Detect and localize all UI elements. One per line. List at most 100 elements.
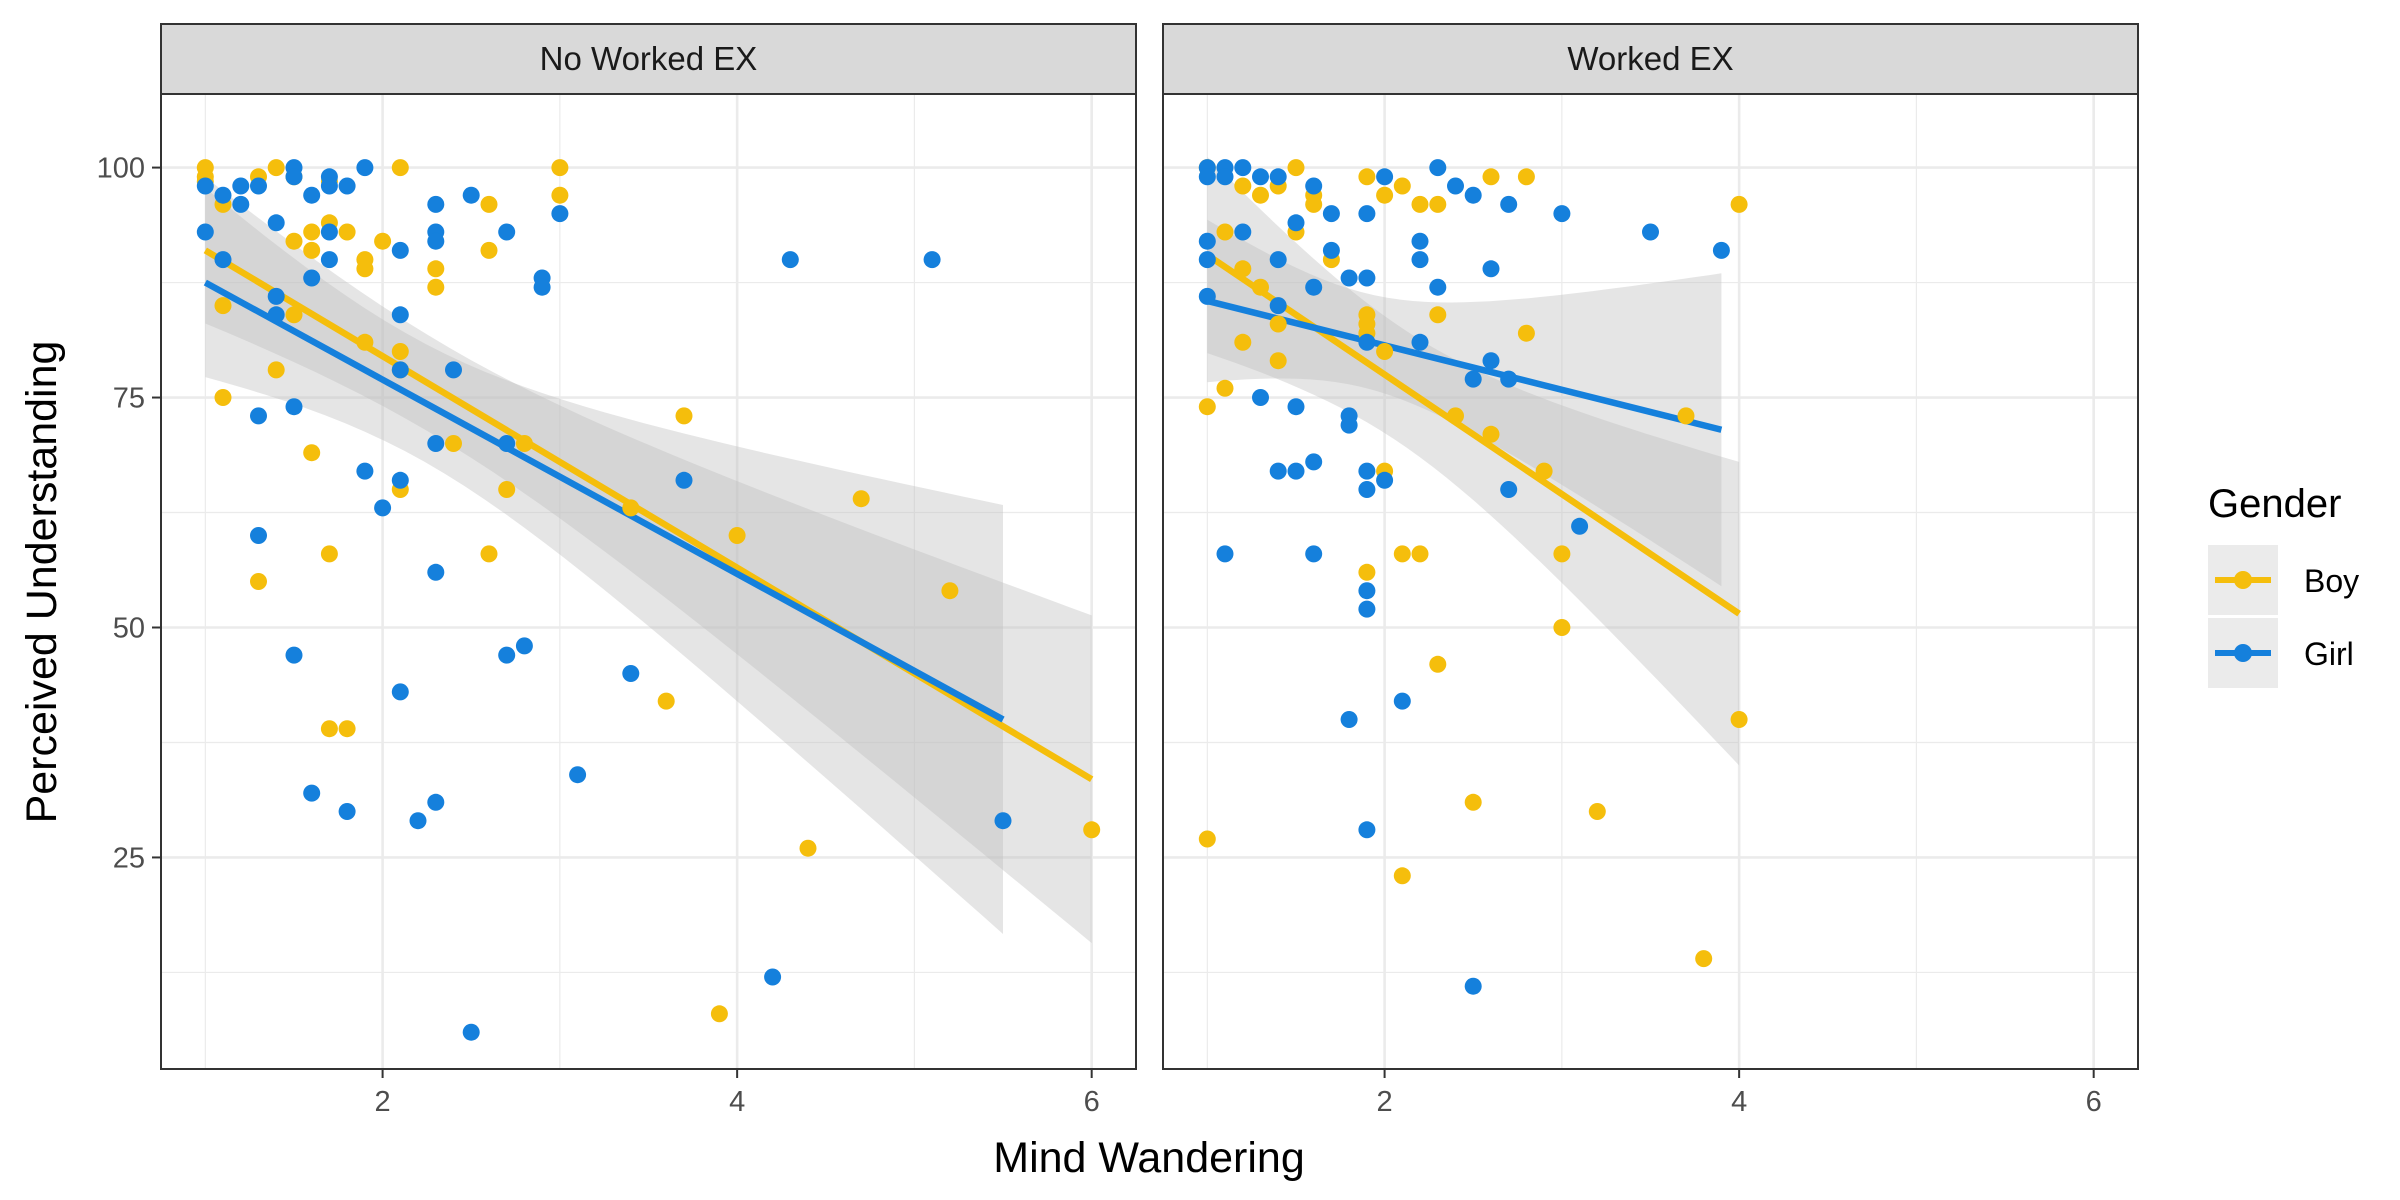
data-point-girl (1712, 241, 1730, 259)
data-point-girl (232, 177, 250, 195)
data-point-boy (1464, 793, 1482, 811)
data-point-girl (427, 563, 445, 581)
data-point-girl (267, 287, 285, 305)
data-point-girl (391, 683, 409, 701)
data-point-girl (498, 435, 516, 452)
data-point-girl (320, 223, 338, 241)
data-point-girl (391, 306, 409, 324)
data-points (196, 159, 1101, 1041)
data-point-girl (1482, 260, 1500, 278)
data-point-girl (1447, 177, 1464, 195)
data-point-boy (445, 435, 462, 452)
y-tick-label: 25 (113, 842, 145, 874)
data-point-boy (551, 159, 569, 177)
data-point-boy (374, 232, 392, 250)
data-point-girl (1340, 416, 1358, 434)
data-point-boy (214, 389, 232, 406)
data-point-boy (1393, 177, 1411, 195)
data-point-boy (303, 223, 321, 241)
data-point-girl (445, 361, 462, 379)
data-point-boy (1695, 950, 1713, 968)
data-point-boy (1482, 425, 1500, 443)
data-point-girl (498, 223, 516, 241)
data-point-girl (923, 251, 941, 269)
data-point-boy (320, 720, 338, 738)
data-point-girl (338, 177, 356, 195)
data-point-girl (1216, 168, 1234, 186)
data-point-girl (250, 177, 267, 195)
data-point-girl (250, 407, 267, 425)
data-point-boy (1535, 462, 1553, 480)
data-point-girl (1358, 600, 1376, 618)
data-point-boy (1482, 168, 1500, 186)
facet-strip-label: Worked EX (1567, 40, 1733, 77)
data-point-girl (1393, 692, 1411, 710)
facet-strip (160, 23, 1137, 95)
data-point-boy (250, 573, 267, 590)
regression-line-girl (203, 279, 1005, 723)
data-point-girl (1252, 389, 1269, 406)
data-point-girl (1376, 168, 1394, 186)
data-point-girl (764, 968, 782, 986)
data-point-girl (391, 471, 409, 489)
data-point-boy (1305, 195, 1323, 213)
legend-key-girl: Girl (2208, 618, 2354, 688)
data-point-boy (1517, 168, 1535, 186)
data-point-girl (675, 471, 693, 489)
data-point-boy (480, 545, 498, 563)
data-point-girl (427, 232, 445, 250)
data-point-boy (1198, 830, 1216, 848)
data-point-boy (391, 159, 409, 177)
data-point-girl (1411, 251, 1429, 269)
data-point-boy (622, 499, 640, 517)
data-point-girl (1571, 517, 1589, 535)
data-point-girl (303, 269, 321, 287)
data-point-girl (1305, 545, 1323, 563)
x-tick-label: 6 (1084, 1086, 1100, 1118)
data-point-boy (1730, 711, 1748, 728)
panel-grid (1163, 94, 2138, 1069)
data-point-boy (551, 186, 569, 204)
panel-border (160, 93, 1137, 1070)
data-point-girl (533, 278, 551, 296)
data-point-boy (1234, 333, 1252, 351)
data-point-boy (320, 545, 338, 563)
x-tick-label: 2 (375, 1086, 391, 1118)
data-point-girl (1269, 462, 1287, 480)
data-point-girl (1340, 711, 1358, 728)
data-point-girl (1464, 977, 1482, 995)
data-point-boy (1411, 195, 1429, 213)
data-point-girl (1376, 471, 1394, 489)
data-point-boy (941, 582, 959, 600)
data-point-boy (1234, 177, 1252, 195)
data-point-girl (409, 812, 427, 830)
data-point-girl (303, 186, 321, 204)
data-point-boy (427, 278, 445, 296)
data-point-boy (1429, 655, 1447, 673)
data-point-girl (1464, 186, 1482, 204)
data-point-boy (267, 159, 285, 177)
data-point-girl (320, 251, 338, 269)
confidence-band-boy (205, 177, 1092, 944)
data-point-girl (1305, 453, 1323, 471)
data-point-boy (480, 195, 498, 213)
data-point-girl (1358, 333, 1376, 351)
data-point-boy (1447, 407, 1464, 425)
data-point-boy (1376, 343, 1394, 360)
data-point-girl (1198, 287, 1216, 305)
data-point-boy (338, 720, 356, 738)
data-point-boy (1269, 352, 1287, 370)
data-point-girl (622, 665, 640, 682)
data-point-boy (480, 241, 498, 259)
data-point-boy (391, 343, 409, 360)
data-point-girl (462, 186, 480, 204)
data-point-boy (427, 260, 445, 278)
data-point-girl (1322, 205, 1340, 223)
data-point-girl (551, 205, 569, 223)
data-point-girl (1252, 168, 1269, 186)
data-point-girl (1411, 333, 1429, 351)
data-point-boy (1393, 867, 1411, 885)
data-point-girl (994, 812, 1012, 830)
data-point-boy (1677, 407, 1695, 425)
data-point-girl (1216, 545, 1234, 563)
